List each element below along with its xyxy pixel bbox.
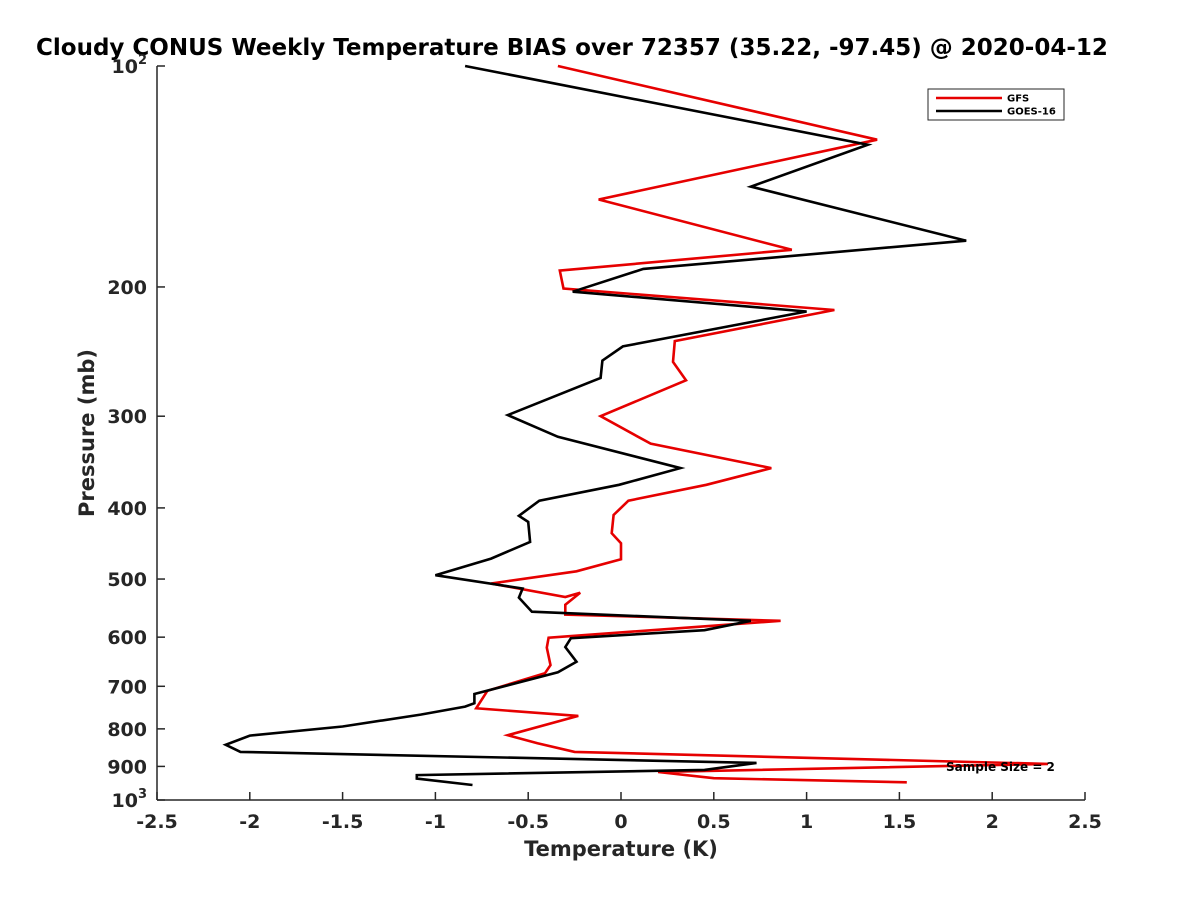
y-tick-label: 103 xyxy=(112,787,148,812)
legend-label-goes-16: GOES-16 xyxy=(1007,107,1056,118)
series-points-goes-16 xyxy=(225,65,967,786)
y-tick-label: 700 xyxy=(107,676,147,698)
series-group xyxy=(222,64,1048,787)
x-tick-label: -1.5 xyxy=(322,811,364,833)
x-tick-label: -2.5 xyxy=(136,811,178,833)
chart-title: Cloudy CONUS Weekly Temperature BIAS ove… xyxy=(36,35,1108,61)
legend-box xyxy=(927,88,1065,121)
x-tick-label: 0.5 xyxy=(697,811,731,833)
y-tick-base: 10 xyxy=(112,790,138,812)
x-tick-label: -1 xyxy=(425,811,446,833)
series-line-gfs xyxy=(473,64,1048,784)
series-points-gfs xyxy=(476,65,1048,783)
legend: GFS GOES-16 xyxy=(927,88,1065,121)
y-tick-label: 102 xyxy=(112,53,148,78)
series-line-goes-16 xyxy=(222,64,967,787)
x-tick-label: -2 xyxy=(239,811,260,833)
y-tick-label: 200 xyxy=(107,277,147,299)
x-tick-label: 2 xyxy=(986,811,999,833)
y-tick-label: 900 xyxy=(107,756,147,778)
y-tick-exponent: 2 xyxy=(138,53,147,68)
sample-size-annotation: Sample Size = 2 xyxy=(946,760,1055,774)
legend-label-gfs: GFS xyxy=(1007,94,1029,105)
y-axis-label: Pressure (mb) xyxy=(75,349,99,517)
x-tick-label: 1.5 xyxy=(883,811,917,833)
x-axis-ticks: -2.5 -2 -1.5 -1 -0.5 0 0.5 1 1.5 2 2.5 xyxy=(136,792,1102,833)
y-tick-label: 600 xyxy=(107,627,147,649)
y-tick-label: 300 xyxy=(107,406,147,428)
y-tick-exponent: 3 xyxy=(138,787,147,802)
x-tick-label: -0.5 xyxy=(507,811,549,833)
x-axis-label: Temperature (K) xyxy=(524,837,718,861)
y-tick-base: 10 xyxy=(112,56,138,78)
y-tick-label: 400 xyxy=(107,498,147,520)
x-tick-label: 2.5 xyxy=(1068,811,1102,833)
y-tick-label: 500 xyxy=(107,569,147,591)
plot-area xyxy=(156,66,1085,801)
x-tick-label: 1 xyxy=(800,811,813,833)
y-tick-label: 800 xyxy=(107,719,147,741)
x-tick-label: 0 xyxy=(614,811,627,833)
